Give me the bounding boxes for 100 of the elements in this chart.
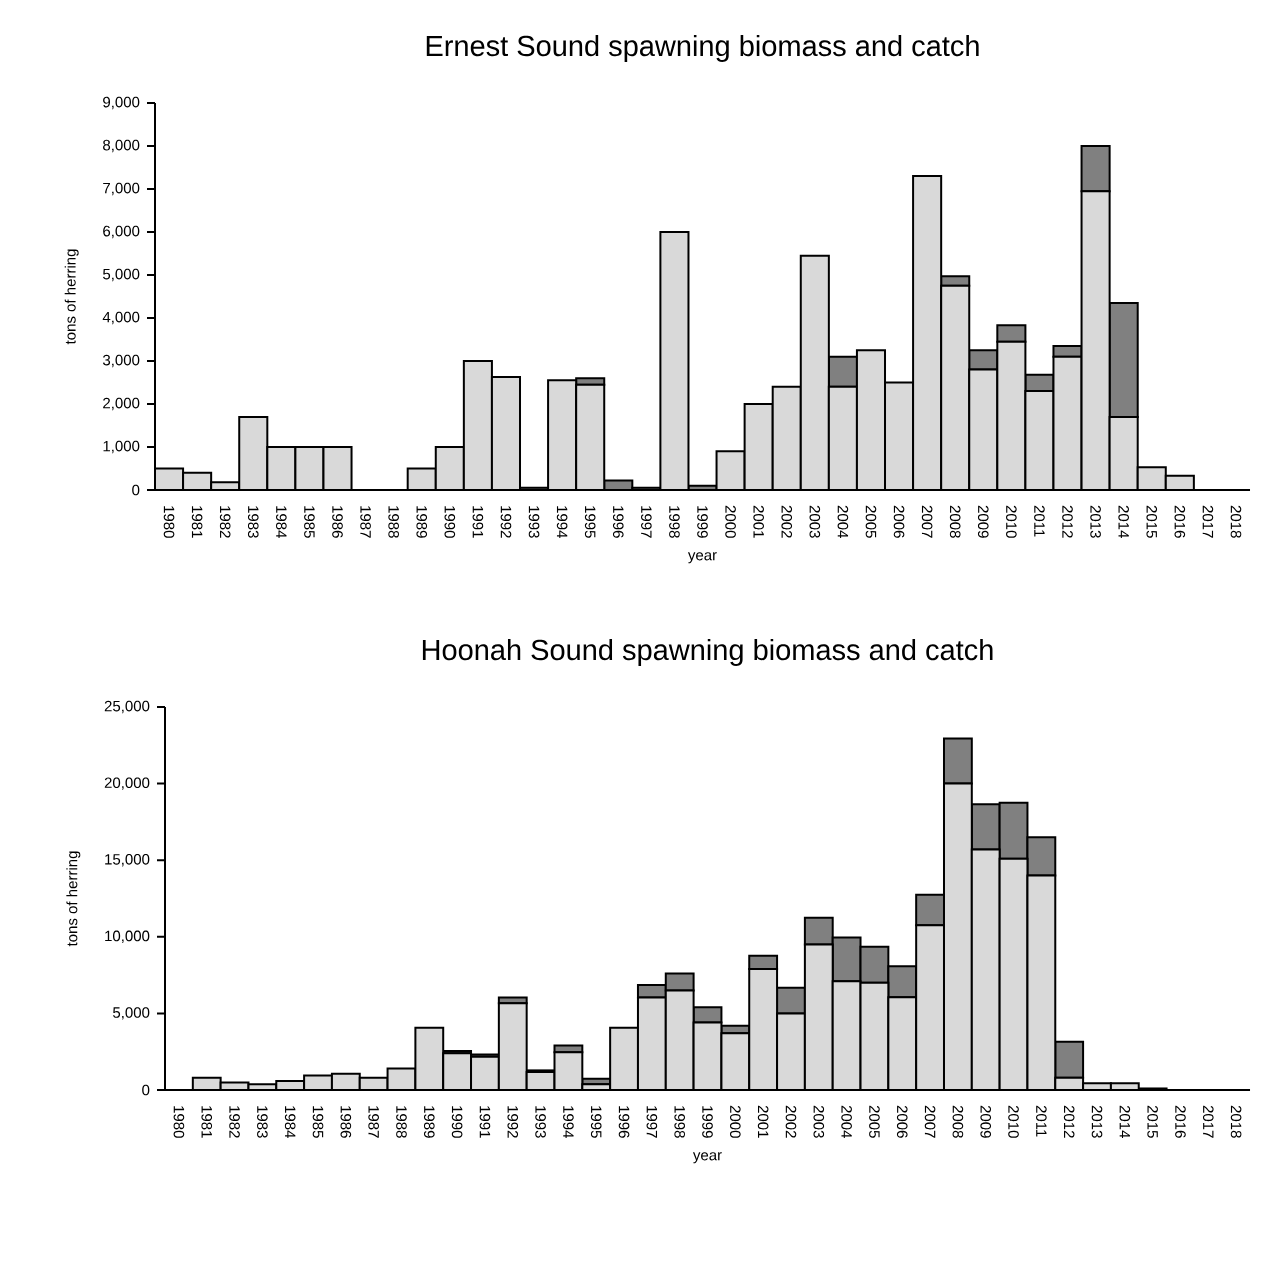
x-tick-label: 1997 xyxy=(646,1106,658,1138)
y-tick-label: 20,000 xyxy=(104,777,150,790)
x-axis-title: year xyxy=(692,1152,722,1164)
x-tick-label: 1992 xyxy=(500,506,512,538)
x-tick-label: 1996 xyxy=(618,1106,630,1138)
x-tick-label: 2008 xyxy=(952,1105,964,1138)
x-tick-label: 1998 xyxy=(669,506,680,538)
x-tick-label: 1988 xyxy=(388,506,399,538)
y-axis-title: tons of herring xyxy=(66,851,81,947)
x-tick-label: 1998 xyxy=(674,1106,685,1138)
x-tick-label: 1987 xyxy=(368,1106,379,1138)
x-tick-label: 2002 xyxy=(785,1105,797,1138)
x-tick-label: 2000 xyxy=(730,1105,741,1138)
x-tick-label: 1996 xyxy=(612,506,624,538)
y-tick-label: 4,000 xyxy=(102,311,140,325)
x-tick-label: 1982 xyxy=(229,1106,240,1138)
y-axis-title: tons of herring xyxy=(64,249,79,345)
y-tick-label: 10,000 xyxy=(105,930,150,943)
x-tick-label: 1993 xyxy=(528,506,540,538)
x-tick-label: 1980 xyxy=(163,506,175,538)
x-tick-label: 1991 xyxy=(472,506,484,538)
x-tick-label: 1997 xyxy=(641,506,652,538)
x-tick-label: 2009 xyxy=(977,505,989,538)
y-tick-label: 15,000 xyxy=(105,854,150,867)
x-tick-label: 1992 xyxy=(507,1106,519,1138)
x-tick-label: 1999 xyxy=(702,1106,713,1138)
x-tick-label: 1989 xyxy=(416,506,428,538)
y-tick-label: 0 xyxy=(142,1084,150,1096)
x-tick-label: 2017 xyxy=(1202,1105,1214,1138)
chart-title: Hoonah Sound spawning biomass and catch xyxy=(422,638,993,666)
x-tick-label: 1990 xyxy=(451,1106,463,1138)
chart-title: Ernest Sound spawning biomass and catch xyxy=(426,34,979,62)
x-tick-label: 1993 xyxy=(535,1106,546,1138)
x-tick-label: 2009 xyxy=(980,1105,992,1138)
x-tick-label: 1984 xyxy=(276,506,287,538)
x-tick-label: 2018 xyxy=(1230,1105,1242,1138)
x-tick-label: 2004 xyxy=(841,1105,852,1138)
x-tick-label: 1991 xyxy=(479,1106,491,1138)
x-tick-label: 2007 xyxy=(924,1105,936,1138)
x-tick-label: 2010 xyxy=(1008,1105,1019,1138)
x-tick-label: 2014 xyxy=(1118,505,1129,538)
x-tick-label: 2001 xyxy=(757,1105,769,1138)
x-tick-label: 2005 xyxy=(869,1105,880,1138)
y-tick-label: 3,000 xyxy=(102,354,140,368)
x-tick-label: 2005 xyxy=(865,505,877,538)
x-tick-label: 2000 xyxy=(725,505,736,538)
x-tick-label: 2013 xyxy=(1090,505,1101,538)
y-tick-label: 7,000 xyxy=(103,182,140,196)
x-tick-label: 1984 xyxy=(284,1106,296,1138)
y-tick-label: 0 xyxy=(132,484,140,496)
y-tick-label: 5,000 xyxy=(102,268,140,282)
x-tick-label: 1986 xyxy=(340,1106,352,1138)
x-tick-label: 1980 xyxy=(173,1106,185,1138)
x-tick-label: 1994 xyxy=(563,1106,574,1138)
x-tick-label: 2016 xyxy=(1175,1105,1186,1138)
x-tick-label: 1994 xyxy=(556,506,568,538)
y-tick-label: 1,000 xyxy=(103,440,140,454)
x-tick-label: 1985 xyxy=(312,1106,324,1138)
x-tick-label: 2004 xyxy=(837,505,849,538)
x-tick-label: 2010 xyxy=(1006,505,1017,538)
x-tick-label: 1988 xyxy=(396,1106,407,1138)
x-tick-label: 1985 xyxy=(304,506,315,538)
x-tick-label: 2012 xyxy=(1062,505,1073,538)
x-tick-label: 2016 xyxy=(1174,505,1186,538)
x-tick-label: 1995 xyxy=(590,1106,602,1138)
x-tick-label: 1983 xyxy=(257,1106,268,1138)
x-tick-label: 2017 xyxy=(1202,505,1214,538)
x-tick-label: 2002 xyxy=(781,505,793,538)
x-tick-label: 2006 xyxy=(893,505,905,538)
x-tick-label: 2012 xyxy=(1063,1105,1075,1138)
y-tick-label: 2,000 xyxy=(103,397,140,411)
x-tick-label: 2015 xyxy=(1146,505,1158,538)
x-tick-label: 2006 xyxy=(896,1105,908,1138)
x-axis-title: year xyxy=(687,552,717,564)
x-tick-label: 2011 xyxy=(1036,1105,1047,1137)
x-tick-label: 1986 xyxy=(332,506,343,538)
x-tick-label: 2011 xyxy=(1034,505,1045,537)
y-tick-label: 8,000 xyxy=(103,139,140,153)
x-tick-label: 2008 xyxy=(949,505,961,538)
x-tick-label: 1990 xyxy=(444,506,456,538)
x-tick-label: 2001 xyxy=(753,505,764,538)
x-tick-label: 1999 xyxy=(697,506,708,538)
x-tick-label: 1995 xyxy=(584,506,596,538)
x-tick-label: 1987 xyxy=(360,506,371,538)
x-tick-label: 2003 xyxy=(809,505,821,538)
x-tick-label: 1989 xyxy=(423,1106,435,1138)
x-tick-label: 2018 xyxy=(1230,505,1242,538)
x-tick-label: 2014 xyxy=(1119,1105,1131,1138)
x-tick-label: 2015 xyxy=(1147,1105,1158,1138)
x-tick-label: 1981 xyxy=(201,1106,213,1138)
y-tick-label: 6,000 xyxy=(103,225,140,239)
x-tick-label: 1983 xyxy=(247,506,259,538)
y-tick-label: 25,000 xyxy=(104,700,150,714)
y-tick-label: 9,000 xyxy=(103,96,140,110)
x-tick-label: 1981 xyxy=(191,506,203,538)
x-tick-label: 2007 xyxy=(921,505,933,538)
y-tick-label: 5,000 xyxy=(113,1007,150,1020)
x-tick-label: 1982 xyxy=(219,506,231,538)
x-tick-label: 2013 xyxy=(1091,1105,1103,1138)
x-tick-label: 2003 xyxy=(813,1105,825,1138)
